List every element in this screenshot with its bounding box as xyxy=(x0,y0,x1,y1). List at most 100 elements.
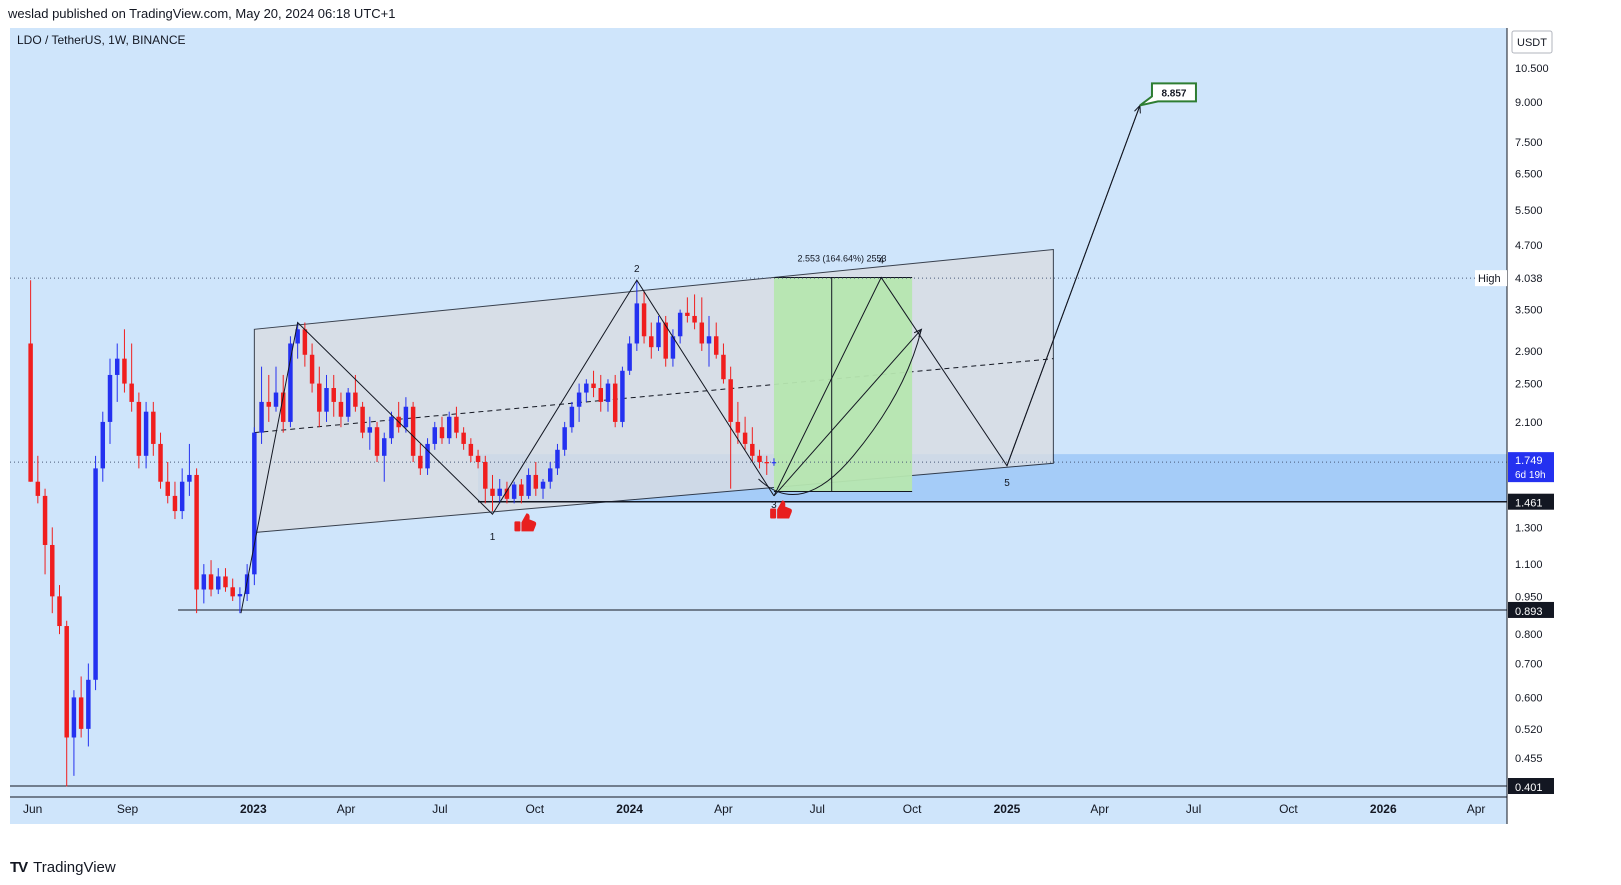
price-axis[interactable]: 10.500 9.000 7.500 6.500 5.500 4.700 3.500 2.90… xyxy=(1475,28,1554,824)
candle-body xyxy=(179,481,185,512)
candle xyxy=(317,366,322,428)
candle xyxy=(519,478,524,504)
time-tick-label: Apr xyxy=(1467,802,1486,816)
candle xyxy=(663,315,668,367)
candle xyxy=(670,329,676,367)
candle xyxy=(439,416,445,444)
support-price-label: 1.461 xyxy=(1515,498,1543,510)
candle xyxy=(620,366,625,428)
candle-body xyxy=(742,432,748,444)
price-tick-label: 10.500 xyxy=(1515,63,1549,75)
candle xyxy=(331,374,336,417)
candle-body xyxy=(713,336,719,355)
candle xyxy=(194,468,199,614)
candle xyxy=(50,527,55,614)
candle xyxy=(627,336,632,375)
support-price-box xyxy=(1508,493,1554,510)
candle xyxy=(179,468,185,520)
candle xyxy=(432,421,438,450)
candle-body xyxy=(519,484,524,496)
candle-body xyxy=(136,401,142,456)
candle xyxy=(42,488,48,575)
candle-body xyxy=(223,576,228,588)
candle-body xyxy=(685,312,690,316)
time-tick-label: Jul xyxy=(1186,802,1201,816)
chart-area[interactable]: 2.553 (164.64%) 2553 1 2 3 4 5 8.857 Jun Sep 202… xyxy=(10,28,1558,850)
candle xyxy=(641,291,647,344)
candle xyxy=(208,560,214,597)
candle-body xyxy=(757,455,762,463)
candle xyxy=(100,411,106,482)
countdown-label: 6d 19h xyxy=(1515,470,1546,481)
candle xyxy=(562,421,567,456)
candle-body xyxy=(165,481,170,496)
candle xyxy=(345,388,351,422)
candle xyxy=(136,392,142,469)
time-axis[interactable]: Jun Sep 2023 Apr Jul Oct 2024 Apr Jul Oct 2025 Apr J… xyxy=(10,796,1507,816)
candle-body xyxy=(338,401,344,417)
candle-body xyxy=(266,401,272,407)
candle xyxy=(93,455,98,691)
candle-body xyxy=(309,354,315,384)
candle xyxy=(764,455,769,475)
candle xyxy=(497,478,502,504)
price-tick-label: 6.500 xyxy=(1515,168,1543,180)
measure-zone xyxy=(773,277,913,492)
candle-body xyxy=(57,596,62,627)
currency-box[interactable] xyxy=(1511,30,1553,54)
candle-body xyxy=(526,474,531,496)
candle-body xyxy=(591,383,596,389)
candles-layer xyxy=(28,280,777,787)
price-axis-background[interactable] xyxy=(1507,28,1558,850)
candle-body xyxy=(454,416,459,433)
candle xyxy=(353,374,358,412)
candle-body xyxy=(353,392,358,407)
wave-label-3: 3 xyxy=(771,500,777,511)
candle-body xyxy=(418,455,423,469)
candle-body xyxy=(555,449,560,469)
time-tick-label: Oct xyxy=(903,802,922,816)
candle-body xyxy=(504,488,510,499)
arrow-cup-head xyxy=(913,328,923,338)
candle xyxy=(757,449,762,469)
candle-body xyxy=(93,468,98,680)
thumbs-up-icon-2 xyxy=(770,500,792,519)
candle xyxy=(706,315,712,367)
candle xyxy=(598,374,603,412)
thumb-cuff xyxy=(514,521,521,532)
wave-label-5: 5 xyxy=(1004,478,1010,489)
candle-body xyxy=(663,322,668,359)
candle xyxy=(446,411,452,444)
candle-body xyxy=(237,594,243,597)
candle xyxy=(57,585,62,635)
time-axis-background[interactable] xyxy=(10,796,1507,824)
price-tick-label: 0.800 xyxy=(1515,629,1543,641)
candle-body xyxy=(439,427,445,439)
price-tick-label: 0.520 xyxy=(1515,724,1543,736)
price-chart[interactable]: 2.553 (164.64%) 2553 1 2 3 4 5 8.857 Jun Sep 202… xyxy=(10,28,1558,850)
candle-body xyxy=(201,574,207,590)
candle xyxy=(569,401,575,433)
candle-body xyxy=(483,462,488,489)
candle xyxy=(273,366,279,412)
candle-body xyxy=(699,322,705,344)
candle-body xyxy=(569,406,575,428)
candle-body xyxy=(158,443,163,482)
candle xyxy=(28,280,33,482)
candle-body xyxy=(100,421,106,469)
overlay-layer: 2.553 (164.64%) 2553 1 2 3 4 5 8.857 xyxy=(240,82,1197,614)
candle-body xyxy=(64,626,69,738)
candle-body xyxy=(641,303,647,337)
candle-body xyxy=(295,329,300,344)
candle xyxy=(526,468,531,499)
candle xyxy=(454,406,459,439)
wave-label-1: 1 xyxy=(490,532,496,543)
price-tick-label: 5.500 xyxy=(1515,205,1543,217)
tradingview-brand[interactable]: TV TradingView xyxy=(10,859,116,876)
candle xyxy=(367,416,373,450)
candle-body xyxy=(331,388,336,402)
candle xyxy=(78,676,84,738)
price-tick-label: 0.700 xyxy=(1515,658,1543,670)
candle xyxy=(389,411,394,444)
candle xyxy=(605,379,611,412)
